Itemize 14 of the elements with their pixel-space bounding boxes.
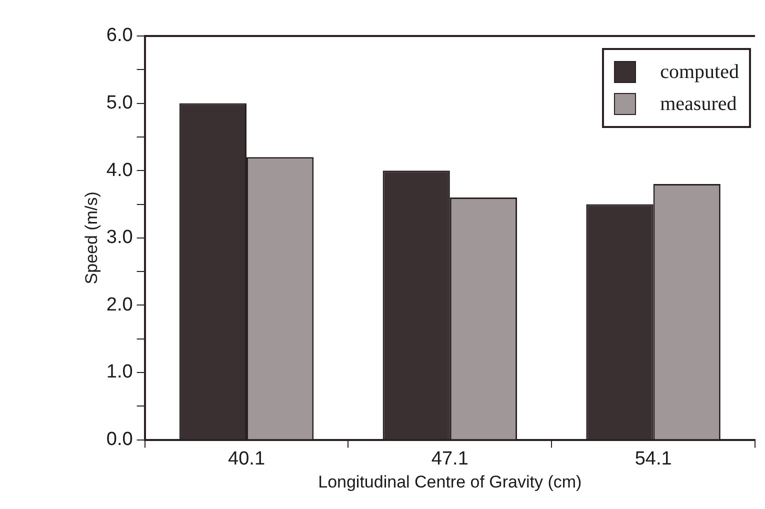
y-tick-label: 6.0 <box>106 25 133 46</box>
y-tick-label: 2.0 <box>106 294 133 316</box>
y-tick-label: 1.0 <box>106 362 133 383</box>
x-tick-label: 54.1 <box>634 448 672 470</box>
x-tick-label: 47.1 <box>431 448 468 470</box>
x-tick-label: 40.1 <box>228 448 266 470</box>
y-tick-label: 0.0 <box>106 429 133 450</box>
y-tick-label: 4.0 <box>106 160 133 181</box>
legend-label: measured <box>660 92 737 117</box>
legend-label: computed <box>660 60 739 85</box>
y-tick-label: 3.0 <box>106 227 133 248</box>
y-axis-title: Speed (m/s) <box>82 192 101 284</box>
x-axis-title: Longitudinal Centre of Gravity (cm) <box>318 472 582 492</box>
y-tick-label: 5.0 <box>106 92 133 114</box>
